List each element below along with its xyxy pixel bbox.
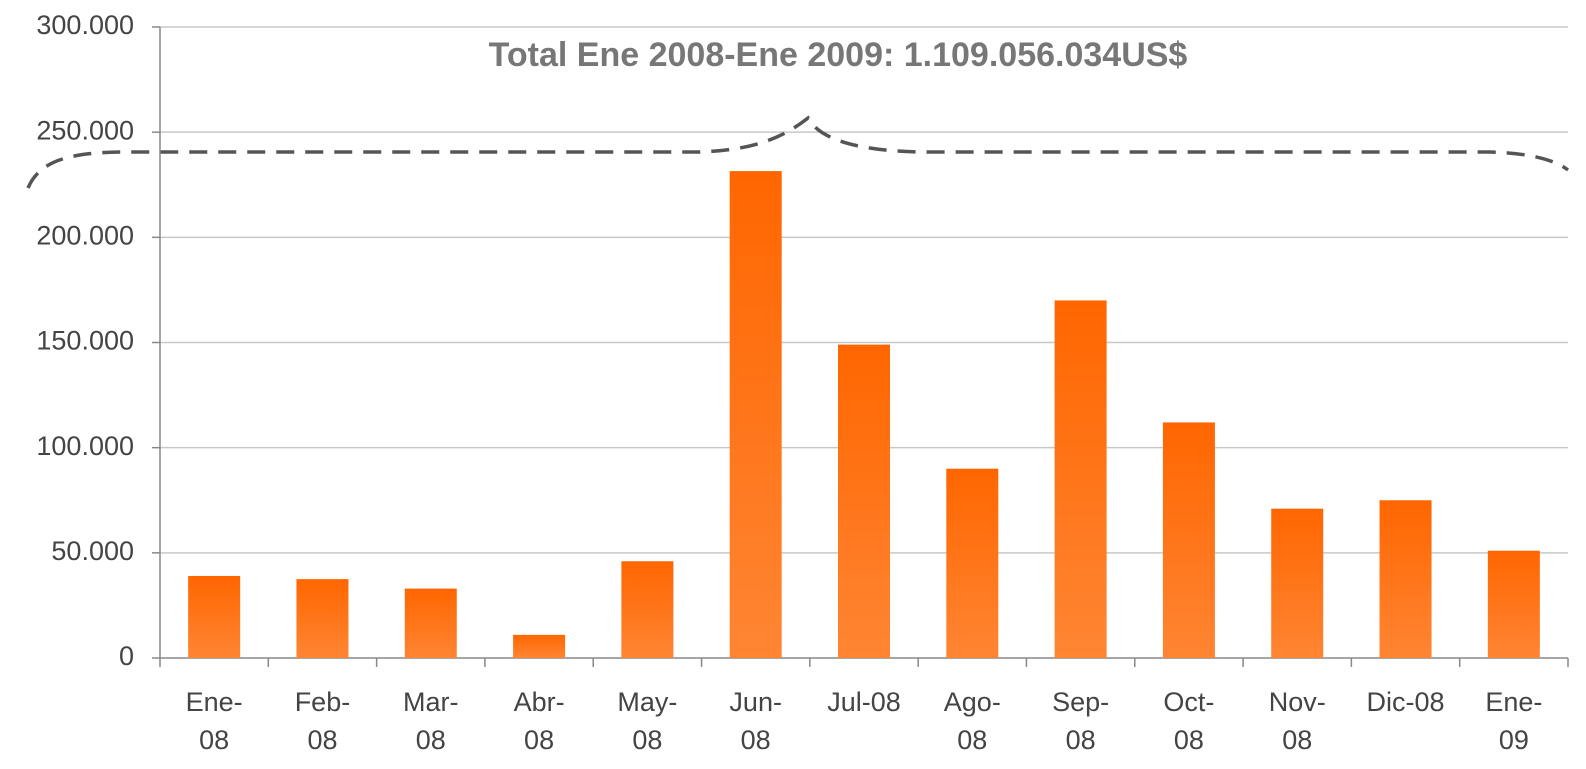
x-tick-label: Nov-08: [1269, 687, 1326, 755]
x-tick-label: Oct-08: [1163, 687, 1214, 755]
bar: [404, 588, 457, 658]
grid: [160, 26, 1568, 554]
y-tick-label: 300.000: [36, 10, 134, 40]
bar: [1162, 422, 1215, 658]
y-tick-label: 250.000: [36, 115, 134, 145]
bar: [621, 561, 674, 658]
x-tick-label: Ene-08: [186, 687, 243, 755]
chart-title: Total Ene 2008-Ene 2009: 1.109.056.034US…: [489, 36, 1188, 74]
x-tick-label: Feb-08: [295, 687, 351, 755]
y-tick-label: 200.000: [36, 220, 134, 250]
bar: [1487, 550, 1540, 658]
x-tick-label: Jun-08: [729, 687, 782, 755]
y-tick-label: 100.000: [36, 431, 134, 461]
y-tick-label: 50.000: [51, 536, 134, 566]
bar: [1379, 500, 1432, 658]
bar: [296, 579, 349, 658]
bar: [188, 575, 241, 658]
bar: [1054, 300, 1107, 658]
x-tick-label: Mar-08: [403, 687, 459, 755]
y-tick-label: 150.000: [36, 326, 134, 356]
x-tick-label: May-08: [617, 687, 677, 755]
x-tick-label: Ene-09: [1485, 687, 1542, 755]
x-tick-label: Ago-08: [944, 687, 1001, 755]
x-tick-label: Jul-08: [827, 687, 901, 717]
bar: [513, 634, 566, 658]
y-tick-label: 0: [119, 641, 134, 671]
bar: [946, 468, 999, 658]
x-tick-label: Dic-08: [1367, 687, 1445, 717]
bar: [1271, 508, 1324, 658]
x-tick-label: Abr-08: [514, 687, 565, 755]
x-tick-label: Sep-08: [1052, 687, 1109, 755]
bracket: [26, 115, 1570, 189]
bar: [838, 344, 890, 658]
bar: [729, 171, 782, 658]
